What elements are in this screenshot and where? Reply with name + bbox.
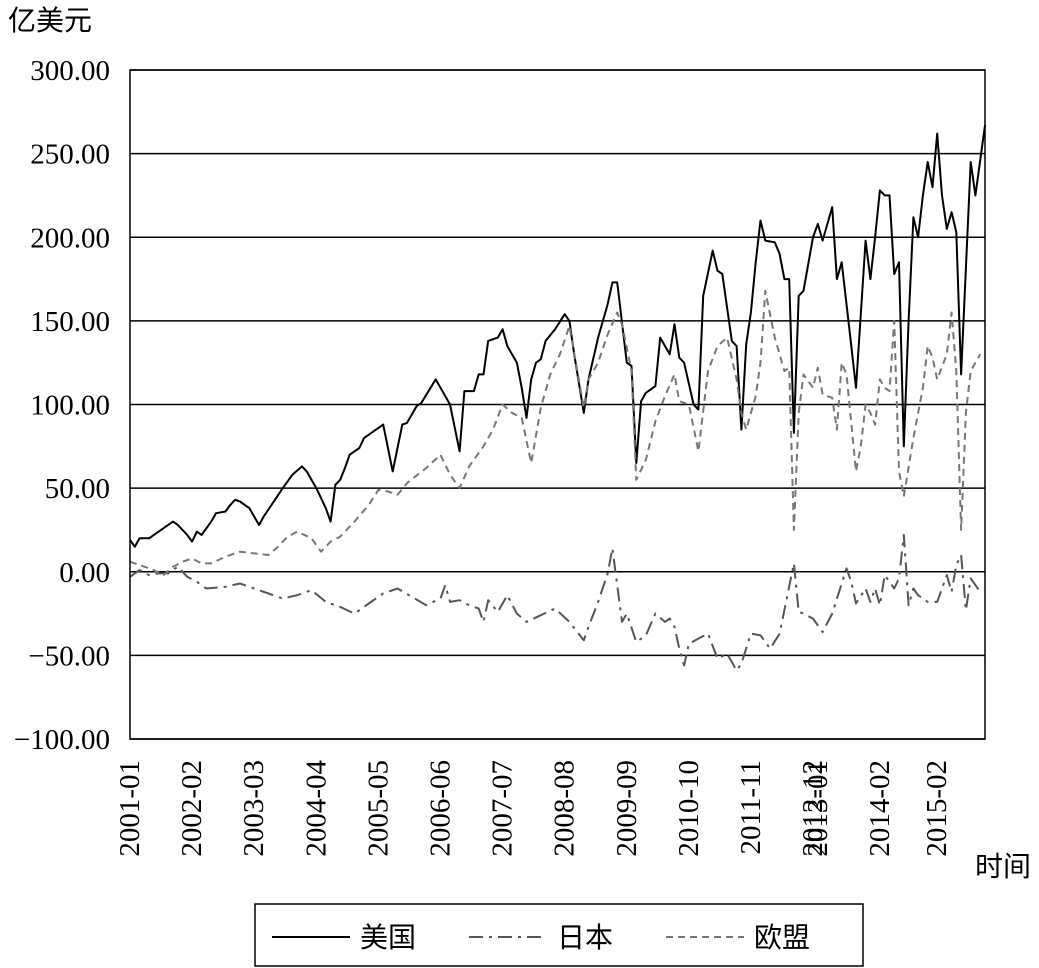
x-tick-label: 2008-08 (549, 760, 581, 857)
y-tick-label: −50.00 (28, 640, 110, 672)
x-tick-label: 2006-06 (424, 760, 456, 857)
y-tick-label: 200.00 (30, 222, 110, 254)
y-tick-label: 300.00 (30, 55, 110, 87)
series-layer (129, 125, 986, 672)
plot-area-frame (129, 69, 986, 740)
legend: 美国 日本 欧盟 (254, 903, 864, 967)
x-tick-label: 2013-01 (802, 760, 834, 857)
y-tick-label: 100.00 (30, 390, 110, 422)
legend-label: 美国 (360, 921, 416, 954)
x-tick-label: 2001-01 (114, 760, 146, 857)
series-line-solid (129, 125, 986, 548)
y-tick-label: 250.00 (30, 139, 110, 171)
x-tick-label: 2009-09 (611, 760, 643, 857)
series-line-dashed (129, 289, 982, 577)
x-tick-label: 2002-02 (176, 760, 208, 857)
legend-label: 日本 (557, 921, 613, 954)
y-tick-label: 150.00 (30, 306, 110, 338)
x-tick-label: 2015-02 (921, 760, 953, 857)
y-tick-label: −100.00 (14, 724, 110, 756)
x-tick-label: 2014-02 (864, 760, 896, 857)
x-tick-label: 2004-04 (300, 760, 332, 857)
x-tick-label: 2005-05 (362, 760, 394, 857)
y-axis-ticks: 300.00 250.00 200.00 150.00 100.00 50.00 0.00 −… (14, 55, 110, 756)
x-axis-ticks: 2001-01 2002-02 2003-03 2004-04 2005-05 2006-… (114, 760, 953, 857)
y-tick-label: 50.00 (45, 473, 110, 505)
gridlines (130, 69, 985, 740)
y-tick-label: 0.00 (59, 557, 110, 589)
x-tick-label: 2007-07 (487, 760, 519, 857)
x-tick-label: 2010-10 (673, 760, 705, 857)
x-tick-label: 2003-03 (238, 760, 270, 857)
x-tick-label: 2012-12 (797, 760, 829, 857)
x-axis-title: 时间 (975, 850, 1031, 883)
legend-label: 欧盟 (754, 921, 810, 954)
series-line-dashdot (129, 534, 982, 672)
x-tick-label: 2011-11 (735, 760, 767, 855)
y-axis-title: 亿美元 (8, 4, 92, 37)
legend-box (254, 903, 864, 967)
